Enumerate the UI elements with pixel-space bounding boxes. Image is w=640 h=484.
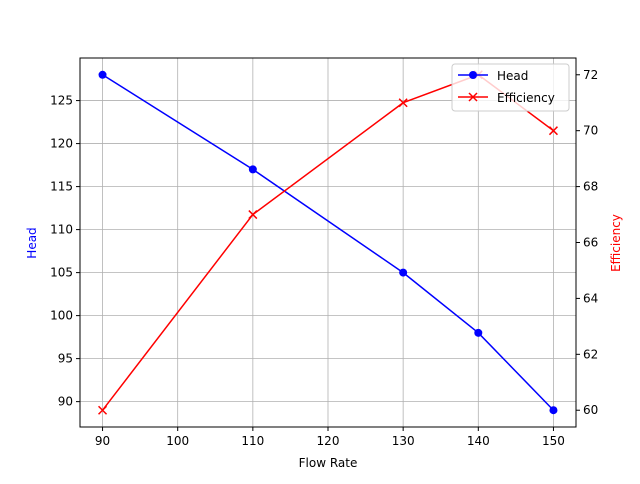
right-tick-label: 66: [583, 236, 598, 250]
right-tick-label: 70: [583, 124, 598, 138]
x-tick-label: 150: [542, 434, 565, 448]
data-point-circle-icon: [248, 165, 257, 174]
x-tick-label: 100: [166, 434, 189, 448]
data-point-circle-icon: [549, 406, 558, 415]
x-tick-label: 130: [392, 434, 415, 448]
x-tick-label: 120: [317, 434, 340, 448]
left-tick-label: 115: [50, 180, 73, 194]
legend: Head Efficiency: [451, 63, 570, 112]
data-point-x-icon: [98, 405, 108, 415]
left-tick-label: 125: [50, 94, 73, 108]
left-tick-label: 90: [58, 395, 73, 409]
left-tick-label: 95: [58, 352, 73, 366]
legend-efficiency-label: Efficiency: [497, 91, 555, 105]
right-axis-label: Efficiency: [609, 214, 623, 272]
data-point-x-icon: [248, 210, 258, 220]
left-tick-label: 110: [50, 223, 73, 237]
x-axis-ticks: 90 100 110 120 130 140 150: [95, 427, 565, 448]
right-tick-label: 72: [583, 68, 598, 82]
left-tick-label: 105: [50, 266, 73, 280]
right-tick-label: 68: [583, 180, 598, 194]
x-tick-label: 140: [467, 434, 490, 448]
left-axis-label: Head: [25, 227, 39, 258]
x-tick-label: 110: [241, 434, 264, 448]
legend-x-marker-icon: [468, 92, 478, 102]
grid-lines: [80, 58, 576, 427]
plot-frame: [79, 57, 577, 428]
right-tick-label: 64: [583, 291, 598, 305]
data-point-x-icon: [548, 126, 558, 136]
data-point-circle-icon: [399, 268, 408, 277]
x-tick-label: 90: [95, 434, 110, 448]
legend-head-label: Head: [497, 69, 528, 83]
data-point-circle-icon: [474, 328, 483, 337]
left-axis-ticks: 90 95 100 105 110 115 120 125: [50, 94, 80, 409]
left-tick-label: 120: [50, 137, 73, 151]
right-tick-label: 60: [583, 403, 598, 417]
legend-circle-marker-icon: [469, 71, 477, 79]
left-tick-label: 100: [50, 309, 73, 323]
right-tick-label: 62: [583, 347, 598, 361]
data-point-circle-icon: [98, 70, 107, 79]
x-axis-label: Flow Rate: [299, 456, 358, 470]
data-point-x-icon: [398, 98, 408, 108]
right-axis-ticks: 60 62 64 66 68 70 72: [576, 68, 598, 417]
